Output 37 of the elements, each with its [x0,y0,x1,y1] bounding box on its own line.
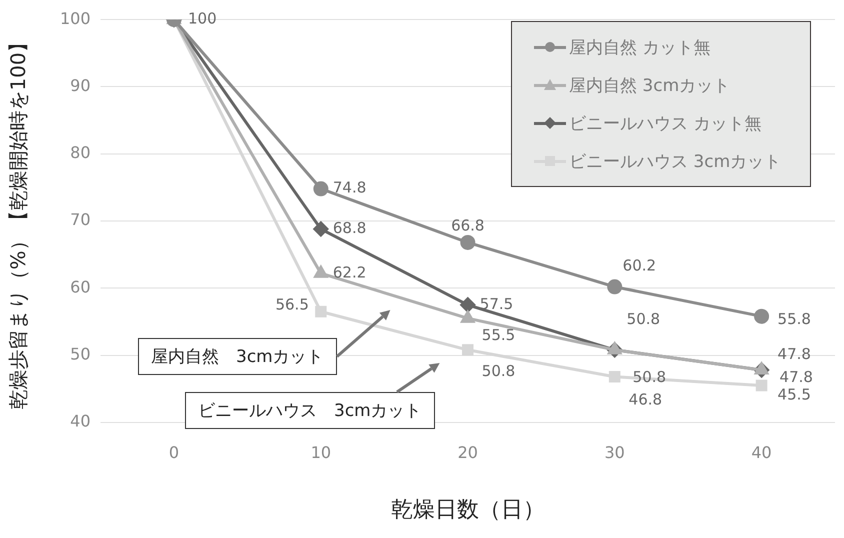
x-tick-label: 10 [310,443,332,462]
data-label: 68.8 [332,218,366,237]
data-label: 45.5 [778,385,811,404]
data-label: 100 [188,9,217,28]
y-tick-label: 50 [70,344,91,364]
data-label: 47.8 [780,368,813,386]
data-label: 62.2 [332,263,366,282]
x-tick-label: 40 [751,443,772,462]
data-label: 55.8 [778,310,811,328]
legend-label: ビニールハウス 3cmカット [569,150,782,172]
x-tick-label: 30 [604,443,625,462]
x-tick-label: 0 [168,443,180,462]
data-label: 57.5 [480,294,514,313]
legend-label: ビニールハウス カット無 [569,112,762,134]
y-tick-label: 90 [70,76,91,95]
data-label: 74.8 [332,178,366,197]
y-tick-label: 100 [60,8,91,28]
data-label: 46.8 [628,390,662,409]
y-tick-label: 70 [70,210,91,230]
y-axis-title: 乾燥歩留まり（%）【乾燥開始時を100】 [6,32,30,410]
legend-label: 屋内自然 3cmカット [569,74,730,96]
x-axis-title: 乾燥日数（日） [390,498,545,523]
data-label: 55.5 [482,326,516,344]
data-label: 47.8 [778,344,811,363]
annotation: ビニールハウス 3cmカット [185,392,435,429]
data-label: 50.8 [626,310,660,328]
legend-label: 屋内自然 カット無 [569,36,710,58]
data-label: 50.8 [482,362,516,380]
data-label: 60.2 [622,256,656,275]
x-tick-label: 20 [458,443,478,462]
data-label: 56.5 [275,296,309,314]
data-label: 50.8 [632,368,666,386]
annotation: 屋内自然 3cmカット [138,338,337,375]
y-tick-label: 40 [70,412,91,431]
y-tick-label: 80 [70,143,91,162]
y-tick-label: 60 [70,277,91,296]
data-label: 66.8 [451,216,484,234]
